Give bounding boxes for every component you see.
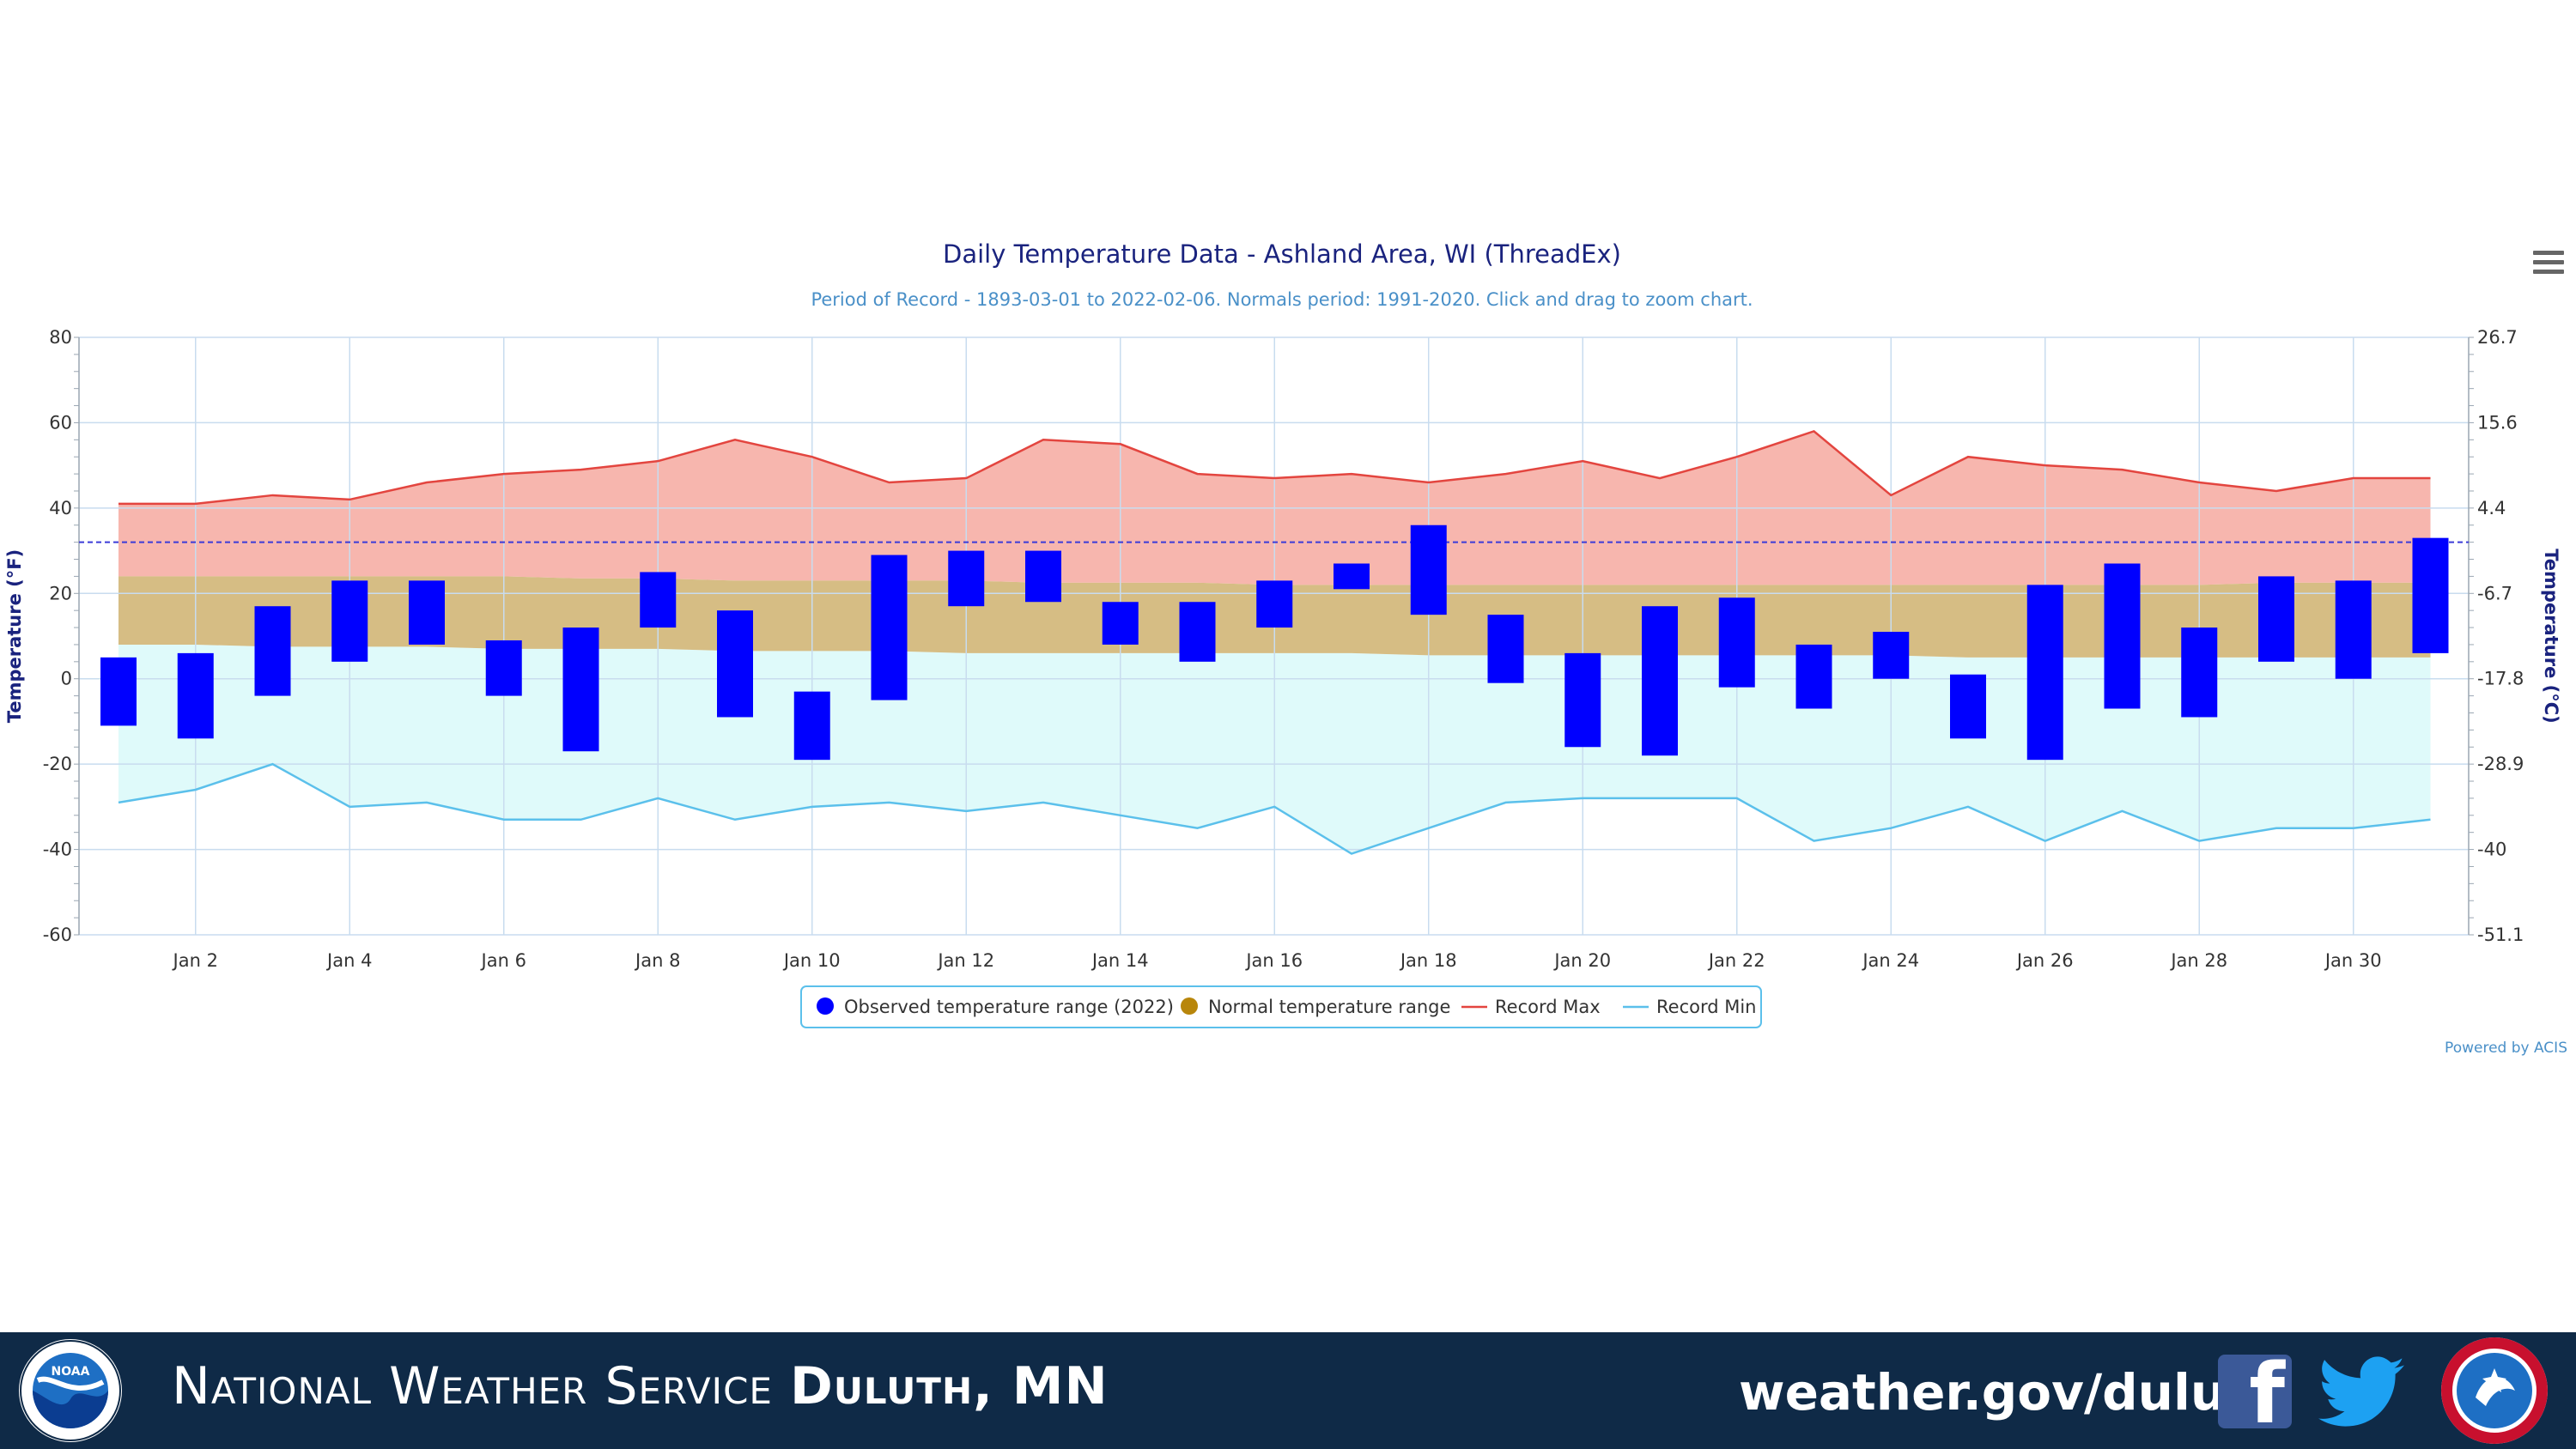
- observed-bar[interactable]: [1025, 550, 1061, 603]
- y-axis-title-right: Temperature (°C): [2541, 549, 2561, 723]
- observed-bar[interactable]: [562, 627, 599, 752]
- observed-bar[interactable]: [1564, 652, 1601, 748]
- y-tick-label-right: 4.4: [2477, 498, 2506, 518]
- legend-record-min-label: Record Min: [1656, 997, 1757, 1017]
- x-tick-label: Jan 30: [2324, 950, 2382, 971]
- x-tick-label: Jan 14: [1091, 950, 1149, 971]
- observed-bar[interactable]: [1102, 602, 1139, 645]
- temperature-chart[interactable]: Daily Temperature Data - Ashland Area, W…: [0, 0, 2576, 1332]
- observed-bar[interactable]: [331, 580, 368, 662]
- x-tick-label: Jan 20: [1552, 950, 1611, 971]
- record-min-line: [118, 762, 2431, 855]
- observed-bar[interactable]: [640, 572, 677, 628]
- observed-bar[interactable]: [2104, 563, 2141, 709]
- chart-subtitle: Period of Record - 1893-03-01 to 2022-02…: [811, 289, 1753, 310]
- observed-bar[interactable]: [1256, 580, 1293, 628]
- observed-bar[interactable]: [1718, 597, 1755, 688]
- facebook-icon[interactable]: f: [2218, 1355, 2292, 1428]
- observed-bar[interactable]: [1334, 563, 1370, 590]
- x-tick-label: Jan 26: [2015, 950, 2074, 971]
- legend-record-max-label: Record Max: [1495, 997, 1601, 1017]
- observed-bar[interactable]: [2181, 627, 2218, 718]
- footer-banner: NOAA National Weather Service Duluth, MN…: [0, 1332, 2576, 1449]
- observed-bar[interactable]: [1950, 674, 1986, 739]
- chart-menu-icon[interactable]: [2533, 251, 2564, 276]
- office-name: Duluth, MN: [790, 1356, 1109, 1416]
- observed-bar[interactable]: [100, 657, 137, 726]
- x-tick-label: Jan 12: [936, 950, 994, 971]
- observed-bar[interactable]: [409, 580, 445, 645]
- y-tick-label: 20: [49, 583, 72, 603]
- y-tick-label: 40: [49, 498, 72, 518]
- x-tick-label: Jan 10: [782, 950, 841, 971]
- y-tick-label-right: -28.9: [2477, 754, 2524, 774]
- legend-box: [800, 985, 1762, 1028]
- observed-bar[interactable]: [1410, 524, 1447, 615]
- legend-observed-marker[interactable]: [817, 997, 834, 1015]
- office-url-link[interactable]: weather.gov/duluth: [1739, 1363, 2286, 1422]
- credit-link: Powered by ACIS: [2445, 1040, 2567, 1057]
- observed-bar[interactable]: [1179, 602, 1216, 662]
- x-tick-label: Jan 8: [634, 950, 680, 971]
- observed-bar[interactable]: [2258, 576, 2294, 662]
- x-tick-label: Jan 6: [480, 950, 526, 971]
- y-tick-label: 0: [61, 669, 72, 689]
- chart-container[interactable]: Daily Temperature Data - Ashland Area, W…: [0, 0, 2576, 1332]
- y-tick-label: -40: [43, 840, 72, 860]
- y-tick-label: -60: [43, 925, 72, 945]
- observed-bar[interactable]: [948, 550, 985, 607]
- nws-logo[interactable]: [2441, 1337, 2548, 1444]
- observed-bar[interactable]: [1873, 632, 1910, 679]
- legend-observed-label: Observed temperature range (2022): [844, 997, 1174, 1017]
- observed-bar[interactable]: [717, 610, 753, 718]
- y-tick-label-right: 26.7: [2477, 327, 2518, 348]
- x-tick-label: Jan 28: [2169, 950, 2227, 971]
- observed-bar[interactable]: [1487, 615, 1524, 683]
- noaa-logo[interactable]: NOAA: [19, 1339, 122, 1442]
- observed-bar[interactable]: [485, 640, 522, 696]
- observed-bar[interactable]: [177, 652, 214, 739]
- x-tick-label: Jan 16: [1244, 950, 1303, 971]
- y-tick-label-right: -6.7: [2477, 583, 2512, 603]
- x-tick-label: Jan 18: [1399, 950, 1457, 971]
- office-title: National Weather Service Duluth, MN: [172, 1356, 1109, 1416]
- svg-text:NOAA: NOAA: [52, 1365, 90, 1379]
- observed-bar[interactable]: [2026, 585, 2063, 761]
- legend-normal-label: Normal temperature range: [1208, 997, 1450, 1017]
- twitter-icon[interactable]: [2318, 1356, 2404, 1428]
- legend-normal-marker[interactable]: [1181, 997, 1198, 1015]
- observed-bar[interactable]: [1795, 644, 1832, 709]
- x-tick-label: Jan 4: [325, 950, 372, 971]
- y-tick-label-right: -51.1: [2477, 925, 2524, 945]
- y-tick-label-right: -40: [2477, 840, 2506, 860]
- y-tick-label-right: 15.6: [2477, 412, 2518, 433]
- y-axis-title: Temperature (°F): [4, 549, 25, 723]
- observed-bar[interactable]: [1642, 606, 1678, 756]
- x-tick-label: Jan 22: [1707, 950, 1765, 971]
- observed-bar[interactable]: [871, 555, 908, 700]
- y-tick-label: 80: [49, 327, 72, 348]
- y-tick-label: -20: [43, 754, 72, 774]
- chart-title: Daily Temperature Data - Ashland Area, W…: [943, 239, 1621, 269]
- observed-bar[interactable]: [793, 691, 830, 761]
- record-max-line: [118, 429, 2431, 506]
- observed-bar[interactable]: [254, 606, 291, 696]
- org-name: National Weather Service: [172, 1356, 773, 1416]
- y-tick-label-right: -17.8: [2477, 669, 2524, 689]
- y-tick-label: 60: [49, 412, 72, 433]
- observed-bar[interactable]: [2412, 537, 2449, 653]
- x-tick-label: Jan 24: [1861, 950, 1919, 971]
- observed-bar[interactable]: [2335, 580, 2372, 679]
- x-tick-label: Jan 2: [172, 950, 218, 971]
